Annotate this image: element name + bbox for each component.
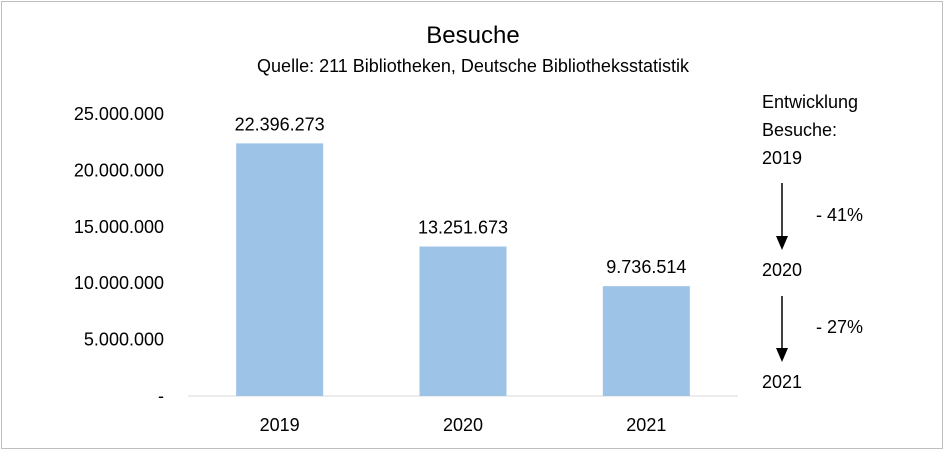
annotation-change-2: - 27% <box>816 317 864 337</box>
data-label-2021: 9.736.514 <box>606 257 686 277</box>
chart-subtitle: Quelle: 211 Bibliotheken, Deutsche Bibli… <box>257 56 689 76</box>
annotation-heading-1: Entwicklung <box>762 92 859 112</box>
y-tick-label: 20.000.000 <box>74 160 164 180</box>
data-label-2019: 22.396.273 <box>235 114 325 134</box>
annotation-year-2020: 2020 <box>762 260 803 280</box>
bar-2021 <box>602 286 690 396</box>
x-tick-label-2020: 2020 <box>443 415 483 435</box>
data-label-2020: 13.251.673 <box>418 218 508 238</box>
y-tick-label: 10.000.000 <box>74 273 164 293</box>
chart-title: Besuche <box>426 22 520 49</box>
y-tick-label: 25.000.000 <box>74 104 164 124</box>
annotation-heading-2: Besuche: <box>762 120 838 140</box>
x-tick-label-2021: 2021 <box>626 415 666 435</box>
y-tick-label: 15.000.000 <box>74 217 164 237</box>
arrow-2019-2020-head <box>776 236 788 250</box>
x-tick-label-2019: 2019 <box>260 415 300 435</box>
bar-2020 <box>419 246 507 396</box>
bar-2019 <box>236 143 324 396</box>
annotation-change-1: - 41% <box>816 205 864 225</box>
annotation-year-2019: 2019 <box>762 148 803 168</box>
y-tick-label: - <box>158 386 164 406</box>
y-tick-label: 5.000.000 <box>84 330 164 350</box>
annotation-year-2021: 2021 <box>762 372 803 392</box>
arrow-2020-2021-head <box>776 348 788 362</box>
